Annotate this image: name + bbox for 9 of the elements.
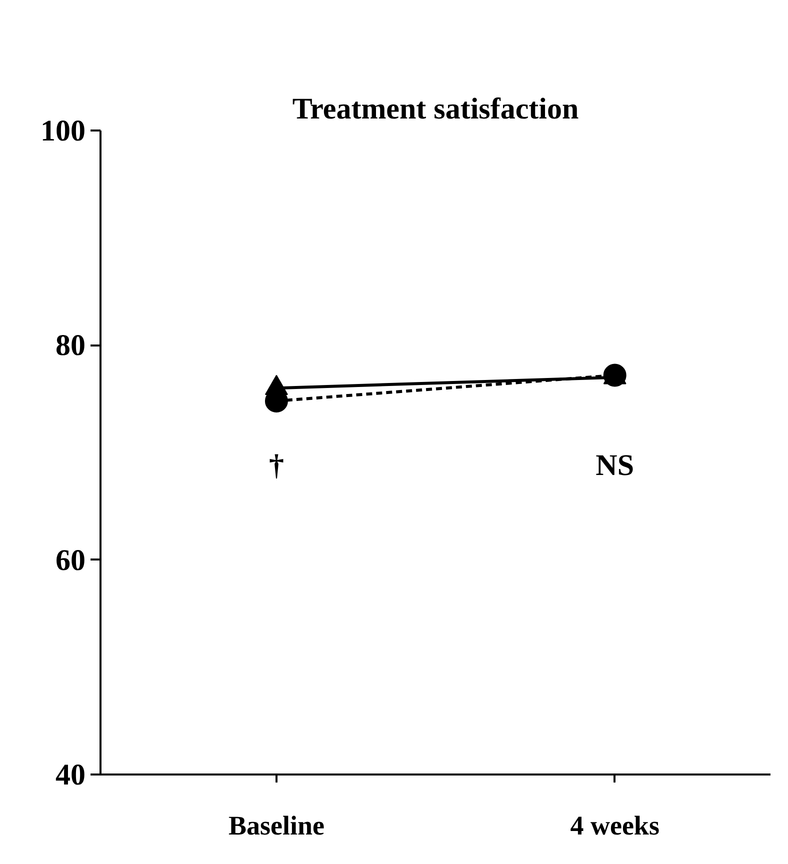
annotation: NS [596, 448, 634, 482]
x-tick-label: 4 weeks [570, 810, 660, 840]
y-tick-label: 40 [56, 758, 86, 792]
y-tick-label: 80 [56, 329, 86, 362]
annotation: † [268, 448, 284, 482]
x-tick-label: Baseline [228, 810, 324, 840]
y-tick-label: 100 [40, 114, 86, 148]
chart-title: Treatment satisfaction [292, 92, 579, 126]
y-tick-label: 60 [56, 544, 86, 577]
